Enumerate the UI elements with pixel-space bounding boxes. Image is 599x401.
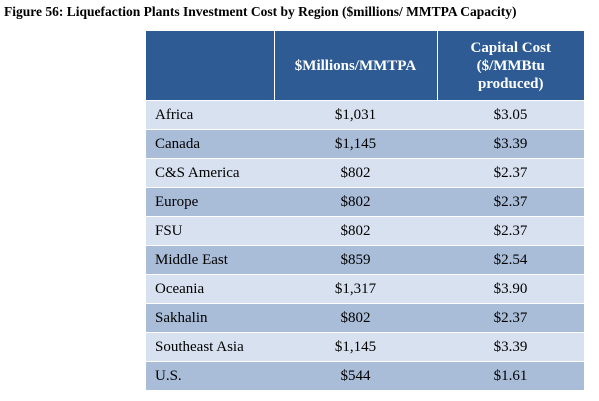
capital-cost-cell: $1.61 xyxy=(437,361,584,390)
millions-cell: $1,145 xyxy=(274,332,437,362)
region-cell: Africa xyxy=(146,100,274,130)
millions-cell: $802 xyxy=(274,303,437,333)
table-row: Canada $1,145 $3.39 xyxy=(146,129,584,159)
capital-cost-cell: $2.37 xyxy=(437,158,584,188)
table-row: C&S America $802 $2.37 xyxy=(146,158,584,188)
capital-cost-cell: $3.90 xyxy=(437,274,584,304)
header-millions-per-mmtpa: $Millions/MMTPA xyxy=(274,31,438,101)
capital-cost-cell: $3.05 xyxy=(437,100,584,130)
region-cell: C&S America xyxy=(146,158,274,188)
header-capital-line-3: produced) xyxy=(477,75,544,92)
header-millions-line: $Millions/MMTPA xyxy=(294,57,417,74)
region-cell: Oceania xyxy=(146,274,274,304)
millions-cell: $802 xyxy=(274,187,437,217)
table-row: FSU $802 $2.37 xyxy=(146,216,584,246)
table-row: Africa $1,031 $3.05 xyxy=(146,100,584,130)
table-row: Southeast Asia $1,145 $3.39 xyxy=(146,332,584,362)
millions-cell: $1,317 xyxy=(274,274,437,304)
millions-cell: $802 xyxy=(274,216,437,246)
region-cell: Europe xyxy=(146,187,274,217)
cost-table: $Millions/MMTPA Capital Cost ($/MMBtu pr… xyxy=(146,31,584,390)
capital-cost-cell: $3.39 xyxy=(437,332,584,362)
millions-cell: $1,031 xyxy=(274,100,437,130)
capital-cost-cell: $3.39 xyxy=(437,129,584,159)
capital-cost-cell: $2.37 xyxy=(437,216,584,246)
table-row: Europe $802 $2.37 xyxy=(146,187,584,217)
header-region xyxy=(146,31,275,101)
millions-cell: $1,145 xyxy=(274,129,437,159)
table-row: Middle East $859 $2.54 xyxy=(146,245,584,275)
region-cell: FSU xyxy=(146,216,274,246)
table-row: Sakhalin $802 $2.37 xyxy=(146,303,584,333)
millions-cell: $544 xyxy=(274,361,437,390)
header-capital-line-1: Capital Cost xyxy=(470,39,551,56)
region-cell: Sakhalin xyxy=(146,303,274,333)
capital-cost-cell: $2.37 xyxy=(437,303,584,333)
region-cell: U.S. xyxy=(146,361,274,390)
region-cell: Canada xyxy=(146,129,274,159)
header-capital-cost: Capital Cost ($/MMBtu produced) xyxy=(437,31,584,101)
table-row: Oceania $1,317 $3.90 xyxy=(146,274,584,304)
header-capital-line-2: ($/MMBtu xyxy=(476,57,545,74)
capital-cost-cell: $2.54 xyxy=(437,245,584,275)
region-cell: Southeast Asia xyxy=(146,332,274,362)
millions-cell: $802 xyxy=(274,158,437,188)
table-row: U.S. $544 $1.61 xyxy=(146,361,584,390)
capital-cost-cell: $2.37 xyxy=(437,187,584,217)
table-header-row: $Millions/MMTPA Capital Cost ($/MMBtu pr… xyxy=(146,31,584,101)
figure-title: Figure 56: Liquefaction Plants Investmen… xyxy=(4,4,517,19)
millions-cell: $859 xyxy=(274,245,437,275)
region-cell: Middle East xyxy=(146,245,274,275)
